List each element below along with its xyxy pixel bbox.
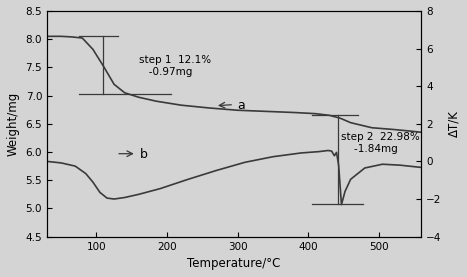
Y-axis label: Weight/mg: Weight/mg xyxy=(7,92,20,156)
Text: step 2  22.98%
    -1.84mg: step 2 22.98% -1.84mg xyxy=(341,132,420,154)
Text: b: b xyxy=(140,148,148,161)
Text: step 1  12.1%
   -0.97mg: step 1 12.1% -0.97mg xyxy=(139,55,211,76)
Y-axis label: ΔT/K: ΔT/K xyxy=(447,110,460,137)
X-axis label: Temperature/°C: Temperature/°C xyxy=(187,257,281,270)
Text: a: a xyxy=(238,99,245,112)
